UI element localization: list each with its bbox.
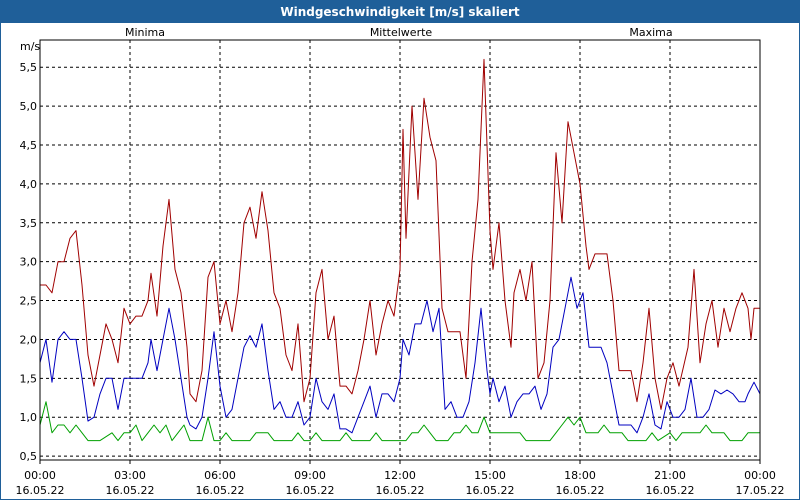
- y-tick-label: 1,5: [20, 372, 38, 385]
- y-tick-label: 2,0: [20, 333, 38, 346]
- x-tick-date: 17.05.22: [736, 484, 785, 497]
- y-tick-label: 2,5: [20, 295, 38, 308]
- plot-area-border: [39, 39, 761, 461]
- x-tick-date: 16.05.22: [376, 484, 425, 497]
- x-tick-time: 18:00: [564, 469, 596, 482]
- x-tick-time: 09:00: [294, 469, 326, 482]
- axes: [39, 39, 761, 464]
- x-tick-time: 06:00: [204, 469, 236, 482]
- y-tick-label: 1,0: [20, 411, 38, 424]
- x-tick-date: 16.05.22: [646, 484, 695, 497]
- y-tick-label: 3,5: [20, 217, 38, 230]
- y-axis-unit-label: m/s: [20, 40, 40, 53]
- series-line-maxima: [40, 58, 760, 410]
- x-tick-date: 16.05.22: [556, 484, 605, 497]
- legend-minima: Minima: [125, 26, 165, 39]
- y-tick-label: 0,5: [20, 450, 38, 463]
- chart-title: Windgeschwindigkeit [m/s] skaliert: [1, 1, 799, 23]
- legend-mittelwerte: Mittelwerte: [370, 26, 433, 39]
- x-tick-date: 16.05.22: [106, 484, 155, 497]
- x-tick-time: 00:00: [744, 469, 776, 482]
- x-tick-time: 03:00: [114, 469, 146, 482]
- y-tick-label: 5,5: [20, 61, 38, 74]
- y-tick-label: 5,0: [20, 100, 38, 113]
- y-tick-label: 4,0: [20, 178, 38, 191]
- legend-maxima: Maxima: [629, 26, 672, 39]
- x-tick-time: 21:00: [654, 469, 686, 482]
- y-tick-label: 3,0: [20, 256, 38, 269]
- series-line-mittelwerte: [39, 276, 761, 434]
- y-tick-label: 4,5: [20, 139, 38, 152]
- x-tick-date: 16.05.22: [286, 484, 335, 497]
- x-tick-date: 16.05.22: [16, 484, 65, 497]
- x-tick-time: 15:00: [474, 469, 506, 482]
- series-lines: [39, 58, 761, 442]
- series-line-minima: [39, 401, 760, 442]
- x-tick-date: 16.05.22: [466, 484, 515, 497]
- tick-labels: 0,5 1,0 1,5 2,0 2,5 3,0 3,5 4,0 4,5 5,0 5,5 00:00 16…: [16, 61, 785, 497]
- x-tick-date: 16.05.22: [196, 484, 245, 497]
- x-tick-time: 00:00: [24, 469, 56, 482]
- x-tick-time: 12:00: [384, 469, 416, 482]
